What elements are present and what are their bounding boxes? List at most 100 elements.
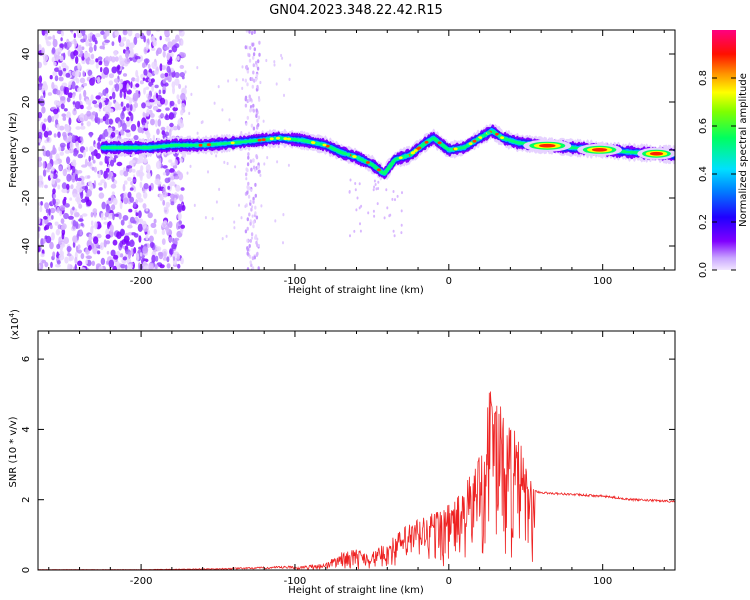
noise-speckle bbox=[132, 178, 137, 183]
noise-speckle bbox=[82, 82, 88, 87]
noise-speckle bbox=[169, 100, 175, 107]
noise-speckle bbox=[144, 122, 148, 129]
ridge-hotspot bbox=[475, 137, 480, 141]
noise-speckle bbox=[100, 30, 105, 35]
noise-speckle bbox=[389, 213, 392, 217]
noise-speckle bbox=[256, 84, 259, 89]
noise-speckle bbox=[100, 257, 106, 265]
noise-speckle bbox=[233, 220, 236, 224]
noise-speckle bbox=[258, 96, 260, 100]
noise-speckle bbox=[396, 194, 399, 198]
noise-speckle bbox=[58, 236, 62, 245]
noise-speckle bbox=[118, 55, 123, 61]
noise-speckle bbox=[391, 197, 394, 201]
noise-speckle bbox=[244, 229, 248, 234]
snr-plot-area bbox=[38, 391, 675, 570]
noise-speckle bbox=[175, 34, 180, 42]
noise-speckle bbox=[78, 203, 83, 209]
colorbar: 0.0 0.2 0.4 0.6 0.8 Normalized spectral ampl… bbox=[698, 30, 749, 278]
noise-speckle bbox=[359, 222, 361, 226]
noise-speckle bbox=[93, 221, 98, 230]
noise-speckle bbox=[58, 125, 65, 131]
noise-speckle bbox=[72, 166, 76, 174]
noise-speckle bbox=[171, 81, 176, 89]
noise-speckle bbox=[61, 188, 68, 193]
noise-speckle bbox=[111, 176, 115, 182]
noise-speckle bbox=[73, 32, 77, 39]
noise-speckle bbox=[169, 122, 174, 128]
noise-speckle bbox=[67, 49, 71, 57]
noise-speckle bbox=[159, 97, 166, 105]
noise-speckle bbox=[142, 158, 148, 164]
noise-speckle bbox=[245, 30, 249, 33]
noise-speckle bbox=[51, 56, 56, 63]
noise-speckle bbox=[38, 245, 41, 252]
noise-speckle bbox=[40, 201, 43, 206]
noise-speckle bbox=[114, 129, 120, 135]
noise-speckle bbox=[104, 211, 109, 218]
noise-speckle bbox=[394, 198, 396, 202]
ridge-hotspot bbox=[448, 148, 453, 152]
noise-speckle bbox=[100, 179, 106, 184]
noise-speckle bbox=[186, 171, 189, 175]
noise-speckle bbox=[118, 212, 122, 220]
noise-speckle bbox=[122, 183, 126, 192]
noise-speckle bbox=[106, 199, 112, 205]
noise-speckle bbox=[247, 155, 250, 160]
noise-speckle bbox=[59, 251, 63, 258]
noise-speckle bbox=[176, 203, 183, 212]
noise-speckle bbox=[166, 52, 171, 60]
noise-speckle bbox=[129, 187, 134, 191]
noise-speckle bbox=[52, 38, 58, 48]
ridge-blob bbox=[539, 143, 556, 148]
noise-speckle bbox=[180, 39, 184, 46]
noise-speckle bbox=[123, 170, 129, 177]
noise-speckle bbox=[51, 178, 56, 185]
noise-speckle bbox=[142, 77, 146, 81]
ridge-hotspot bbox=[261, 138, 266, 142]
noise-speckle bbox=[172, 165, 178, 169]
noise-speckle bbox=[54, 221, 59, 226]
noise-speckle bbox=[125, 50, 129, 59]
noise-speckle bbox=[42, 218, 45, 227]
noise-speckle bbox=[159, 193, 164, 198]
noise-speckle bbox=[252, 52, 256, 57]
noise-speckle bbox=[58, 166, 63, 171]
noise-speckle bbox=[52, 198, 56, 206]
noise-speckle bbox=[73, 107, 77, 112]
noise-speckle bbox=[246, 267, 250, 270]
noise-speckle bbox=[127, 191, 132, 199]
noise-speckle bbox=[255, 60, 258, 65]
noise-speckle bbox=[95, 95, 101, 100]
noise-speckle bbox=[50, 261, 53, 268]
noise-speckle bbox=[247, 181, 250, 186]
noise-speckle bbox=[56, 206, 60, 214]
noise-speckle bbox=[77, 260, 83, 267]
noise-speckle bbox=[108, 171, 111, 179]
noise-speckle bbox=[66, 173, 72, 182]
x-tick-label: 0 bbox=[446, 276, 452, 287]
noise-speckle bbox=[259, 173, 262, 177]
noise-speckle bbox=[81, 213, 88, 217]
noise-speckle bbox=[112, 212, 115, 221]
noise-speckle bbox=[96, 76, 101, 84]
noise-speckle bbox=[134, 102, 138, 109]
noise-speckle bbox=[178, 83, 182, 89]
noise-speckle bbox=[113, 254, 119, 260]
ridge-hotspot bbox=[287, 137, 291, 141]
noise-speckle bbox=[68, 256, 72, 262]
noise-speckle bbox=[253, 78, 256, 83]
noise-speckle bbox=[252, 158, 255, 163]
noise-speckle bbox=[66, 253, 72, 257]
x-tick-label: 100 bbox=[593, 576, 612, 587]
ridge-hotspot bbox=[398, 156, 403, 160]
noise-speckle bbox=[122, 73, 128, 77]
noise-speckle bbox=[123, 235, 130, 243]
noise-speckle bbox=[246, 217, 249, 222]
noise-speckle bbox=[67, 215, 74, 220]
noise-speckle bbox=[165, 107, 170, 111]
noise-speckle bbox=[80, 125, 86, 130]
noise-speckle bbox=[63, 212, 69, 220]
noise-speckle bbox=[180, 224, 186, 229]
noise-speckle bbox=[72, 235, 78, 243]
